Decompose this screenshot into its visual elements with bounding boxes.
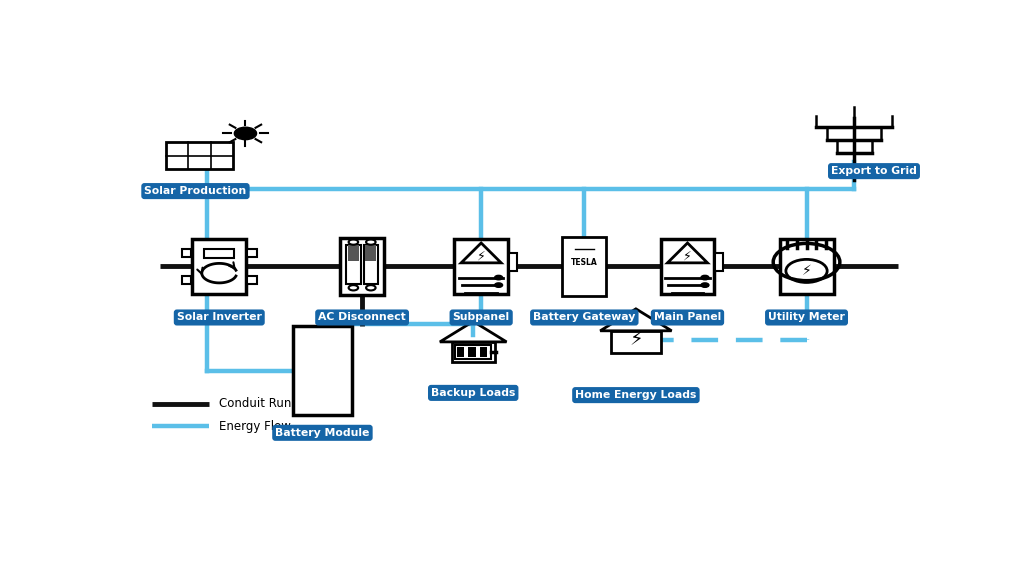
Text: ⚡: ⚡ <box>802 264 811 278</box>
Circle shape <box>495 275 503 280</box>
FancyBboxPatch shape <box>455 239 508 294</box>
Text: Battery Module: Battery Module <box>275 428 370 438</box>
Circle shape <box>234 127 257 139</box>
Text: Energy Flow: Energy Flow <box>219 420 291 433</box>
FancyBboxPatch shape <box>715 253 723 271</box>
FancyBboxPatch shape <box>348 245 359 261</box>
FancyBboxPatch shape <box>247 276 257 284</box>
Text: ⚡: ⚡ <box>629 330 643 349</box>
Text: Solar Inverter: Solar Inverter <box>177 313 262 323</box>
Text: ⚡: ⚡ <box>683 250 692 263</box>
FancyBboxPatch shape <box>247 249 257 257</box>
Text: AC Disconnect: AC Disconnect <box>318 313 406 323</box>
Text: Utility Meter: Utility Meter <box>768 313 845 323</box>
FancyBboxPatch shape <box>182 276 191 284</box>
FancyBboxPatch shape <box>611 331 660 353</box>
FancyBboxPatch shape <box>293 327 352 415</box>
FancyBboxPatch shape <box>364 245 378 284</box>
FancyBboxPatch shape <box>346 245 360 284</box>
FancyBboxPatch shape <box>779 239 834 294</box>
FancyBboxPatch shape <box>193 239 246 294</box>
Text: Main Panel: Main Panel <box>654 313 721 323</box>
FancyBboxPatch shape <box>340 238 384 295</box>
Circle shape <box>701 283 709 287</box>
FancyBboxPatch shape <box>182 249 191 257</box>
Text: Subpanel: Subpanel <box>453 313 510 323</box>
Text: TESLA: TESLA <box>571 257 598 267</box>
FancyBboxPatch shape <box>468 347 475 357</box>
FancyBboxPatch shape <box>366 245 377 261</box>
Text: ⚡: ⚡ <box>477 250 485 263</box>
FancyBboxPatch shape <box>452 342 495 362</box>
Circle shape <box>495 283 503 287</box>
Circle shape <box>701 275 709 280</box>
Text: Solar Production: Solar Production <box>144 186 247 196</box>
FancyBboxPatch shape <box>204 249 234 257</box>
Text: Battery Gateway: Battery Gateway <box>534 313 636 323</box>
FancyBboxPatch shape <box>509 253 517 271</box>
FancyBboxPatch shape <box>660 239 715 294</box>
Text: Conduit Run: Conduit Run <box>219 397 292 411</box>
FancyBboxPatch shape <box>479 347 486 357</box>
Text: Home Energy Loads: Home Energy Loads <box>575 390 696 400</box>
FancyBboxPatch shape <box>166 142 233 169</box>
FancyBboxPatch shape <box>562 237 606 297</box>
FancyBboxPatch shape <box>456 346 492 359</box>
Text: Export to Grid: Export to Grid <box>831 166 916 176</box>
Text: Backup Loads: Backup Loads <box>431 388 515 398</box>
FancyBboxPatch shape <box>458 347 465 357</box>
